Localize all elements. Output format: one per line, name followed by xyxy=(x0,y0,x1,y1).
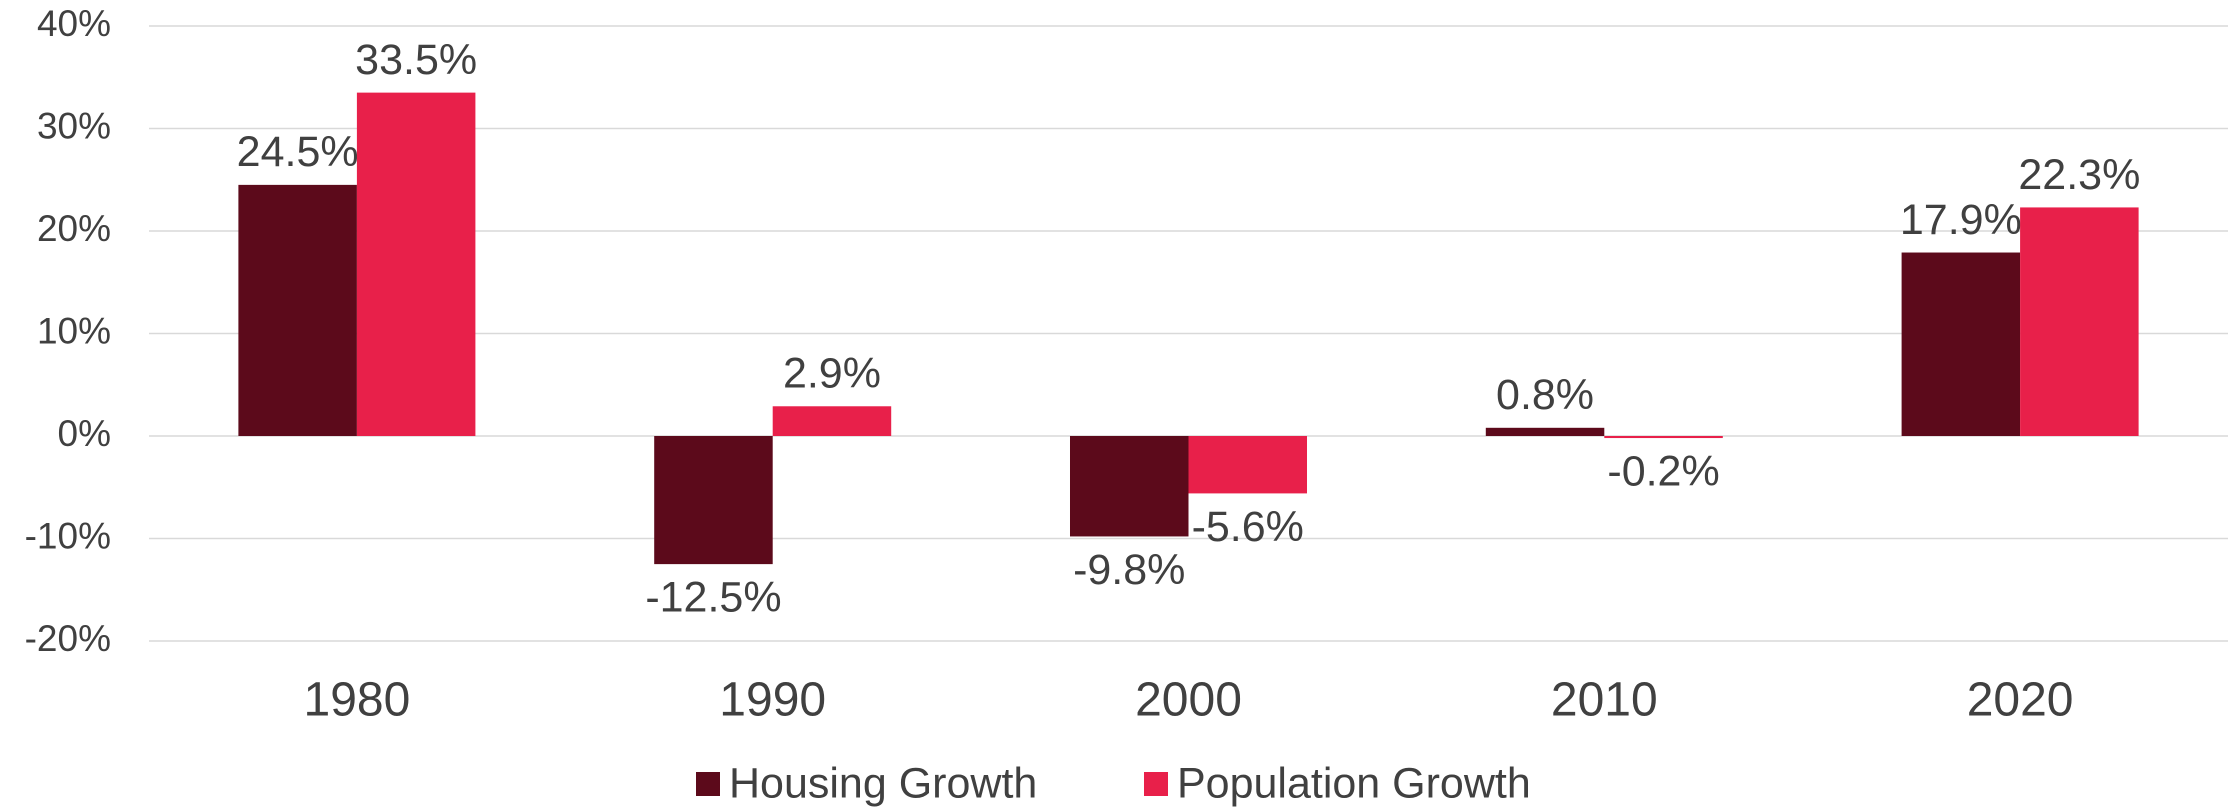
y-tick-label: 40% xyxy=(37,3,111,44)
bar xyxy=(654,436,773,565)
bar xyxy=(1604,436,1723,439)
legend-swatch xyxy=(696,772,720,796)
data-label: 2.9% xyxy=(783,350,881,398)
data-label: 33.5% xyxy=(355,36,477,84)
data-label: 24.5% xyxy=(237,128,359,176)
x-tick-label: 2010 xyxy=(1551,674,1658,727)
data-label: 17.9% xyxy=(1900,196,2022,244)
bar xyxy=(2020,207,2139,436)
data-label: -9.8% xyxy=(1073,546,1185,594)
data-label: 0.8% xyxy=(1496,371,1594,419)
y-tick-label: -20% xyxy=(25,618,111,659)
x-tick-label: 2020 xyxy=(1967,674,2074,727)
bar xyxy=(1485,427,1605,436)
x-tick-label: 2000 xyxy=(1135,674,1242,727)
bar xyxy=(772,406,892,436)
y-tick-label: 10% xyxy=(37,310,111,351)
data-label: -0.2% xyxy=(1607,447,1719,495)
bar xyxy=(1188,436,1308,494)
x-tick-label: 1990 xyxy=(719,674,826,727)
y-tick-label: 30% xyxy=(37,105,111,146)
y-tick-label: 0% xyxy=(58,413,111,454)
bar xyxy=(356,92,476,436)
legend-label: Housing Growth xyxy=(729,759,1037,807)
x-tick-label: 1980 xyxy=(304,674,411,727)
bar xyxy=(238,184,357,436)
bar xyxy=(1901,252,2021,436)
data-label: 22.3% xyxy=(2018,151,2140,199)
bar xyxy=(1069,436,1189,537)
data-label: -12.5% xyxy=(645,573,781,621)
data-label: -5.6% xyxy=(1192,503,1304,551)
legend-swatch xyxy=(1144,772,1168,796)
y-tick-label: 20% xyxy=(37,208,111,249)
legend-label: Population Growth xyxy=(1177,759,1531,807)
y-tick-label: -10% xyxy=(25,515,111,556)
